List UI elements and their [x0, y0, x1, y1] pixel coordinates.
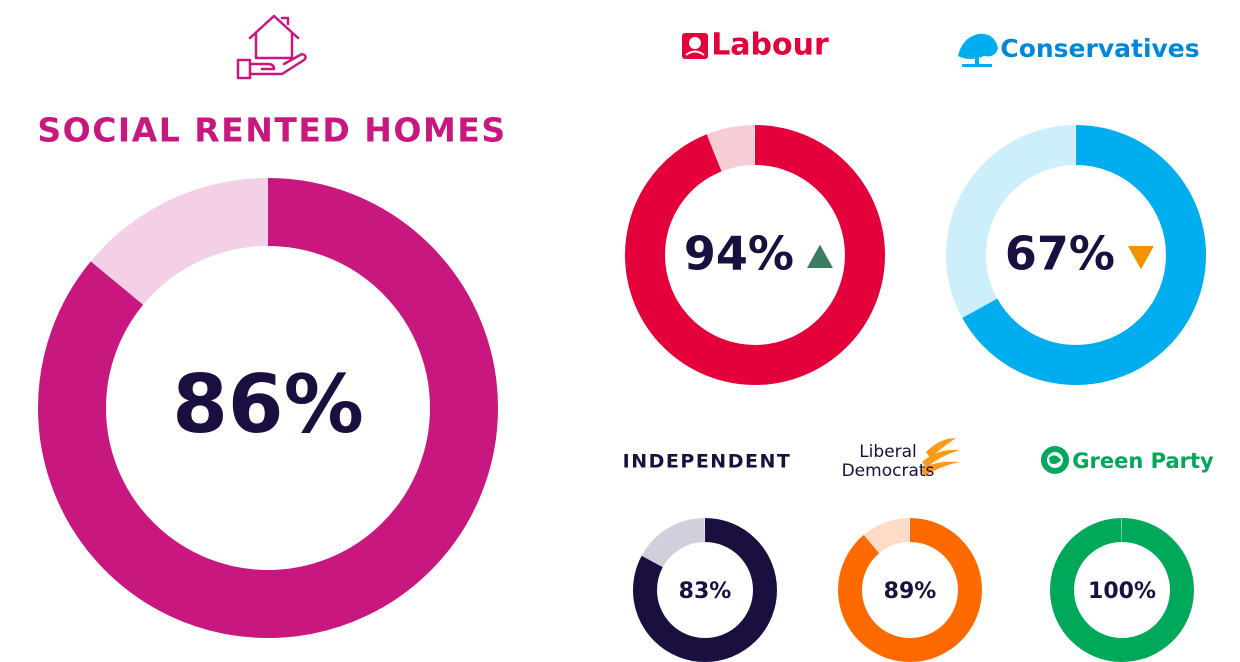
value-label: 86% — [172, 358, 363, 451]
donut-segment — [838, 518, 982, 662]
value-label: 100% — [1088, 579, 1156, 604]
party-title: Conservatives — [1000, 34, 1199, 63]
party-title: INDEPENDENT — [623, 451, 792, 473]
party-title: Democrats — [842, 461, 935, 481]
green-logo — [1041, 446, 1069, 474]
libdem-logo — [920, 438, 960, 476]
value-label: 67% — [1005, 227, 1115, 281]
donut-segment — [625, 125, 885, 385]
labour-logo — [682, 33, 708, 59]
donut-segment — [946, 125, 1206, 385]
trend-arrow — [806, 244, 833, 269]
house-icon — [236, 14, 307, 80]
party-title: Green Party — [1072, 449, 1214, 473]
donut-segment — [38, 178, 498, 638]
trend-arrow — [1127, 245, 1154, 270]
value-label: 94% — [684, 227, 794, 281]
party-title: Liberal — [859, 442, 917, 462]
conservatives-logo — [958, 33, 998, 67]
party-title: Labour — [711, 28, 829, 63]
donut-segment — [633, 518, 777, 662]
party-title: SOCIAL RENTED HOMES — [37, 111, 506, 150]
donut-segment — [1050, 518, 1194, 662]
value-label: 83% — [679, 579, 732, 604]
value-label: 89% — [884, 579, 937, 604]
